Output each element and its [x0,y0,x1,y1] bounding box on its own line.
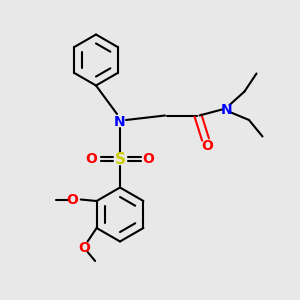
Text: N: N [114,115,126,128]
Text: O: O [142,152,154,166]
Text: O: O [79,241,91,254]
Text: N: N [221,103,232,116]
Text: O: O [201,139,213,152]
Text: O: O [67,193,79,206]
Text: S: S [115,152,125,166]
Text: O: O [85,152,98,166]
